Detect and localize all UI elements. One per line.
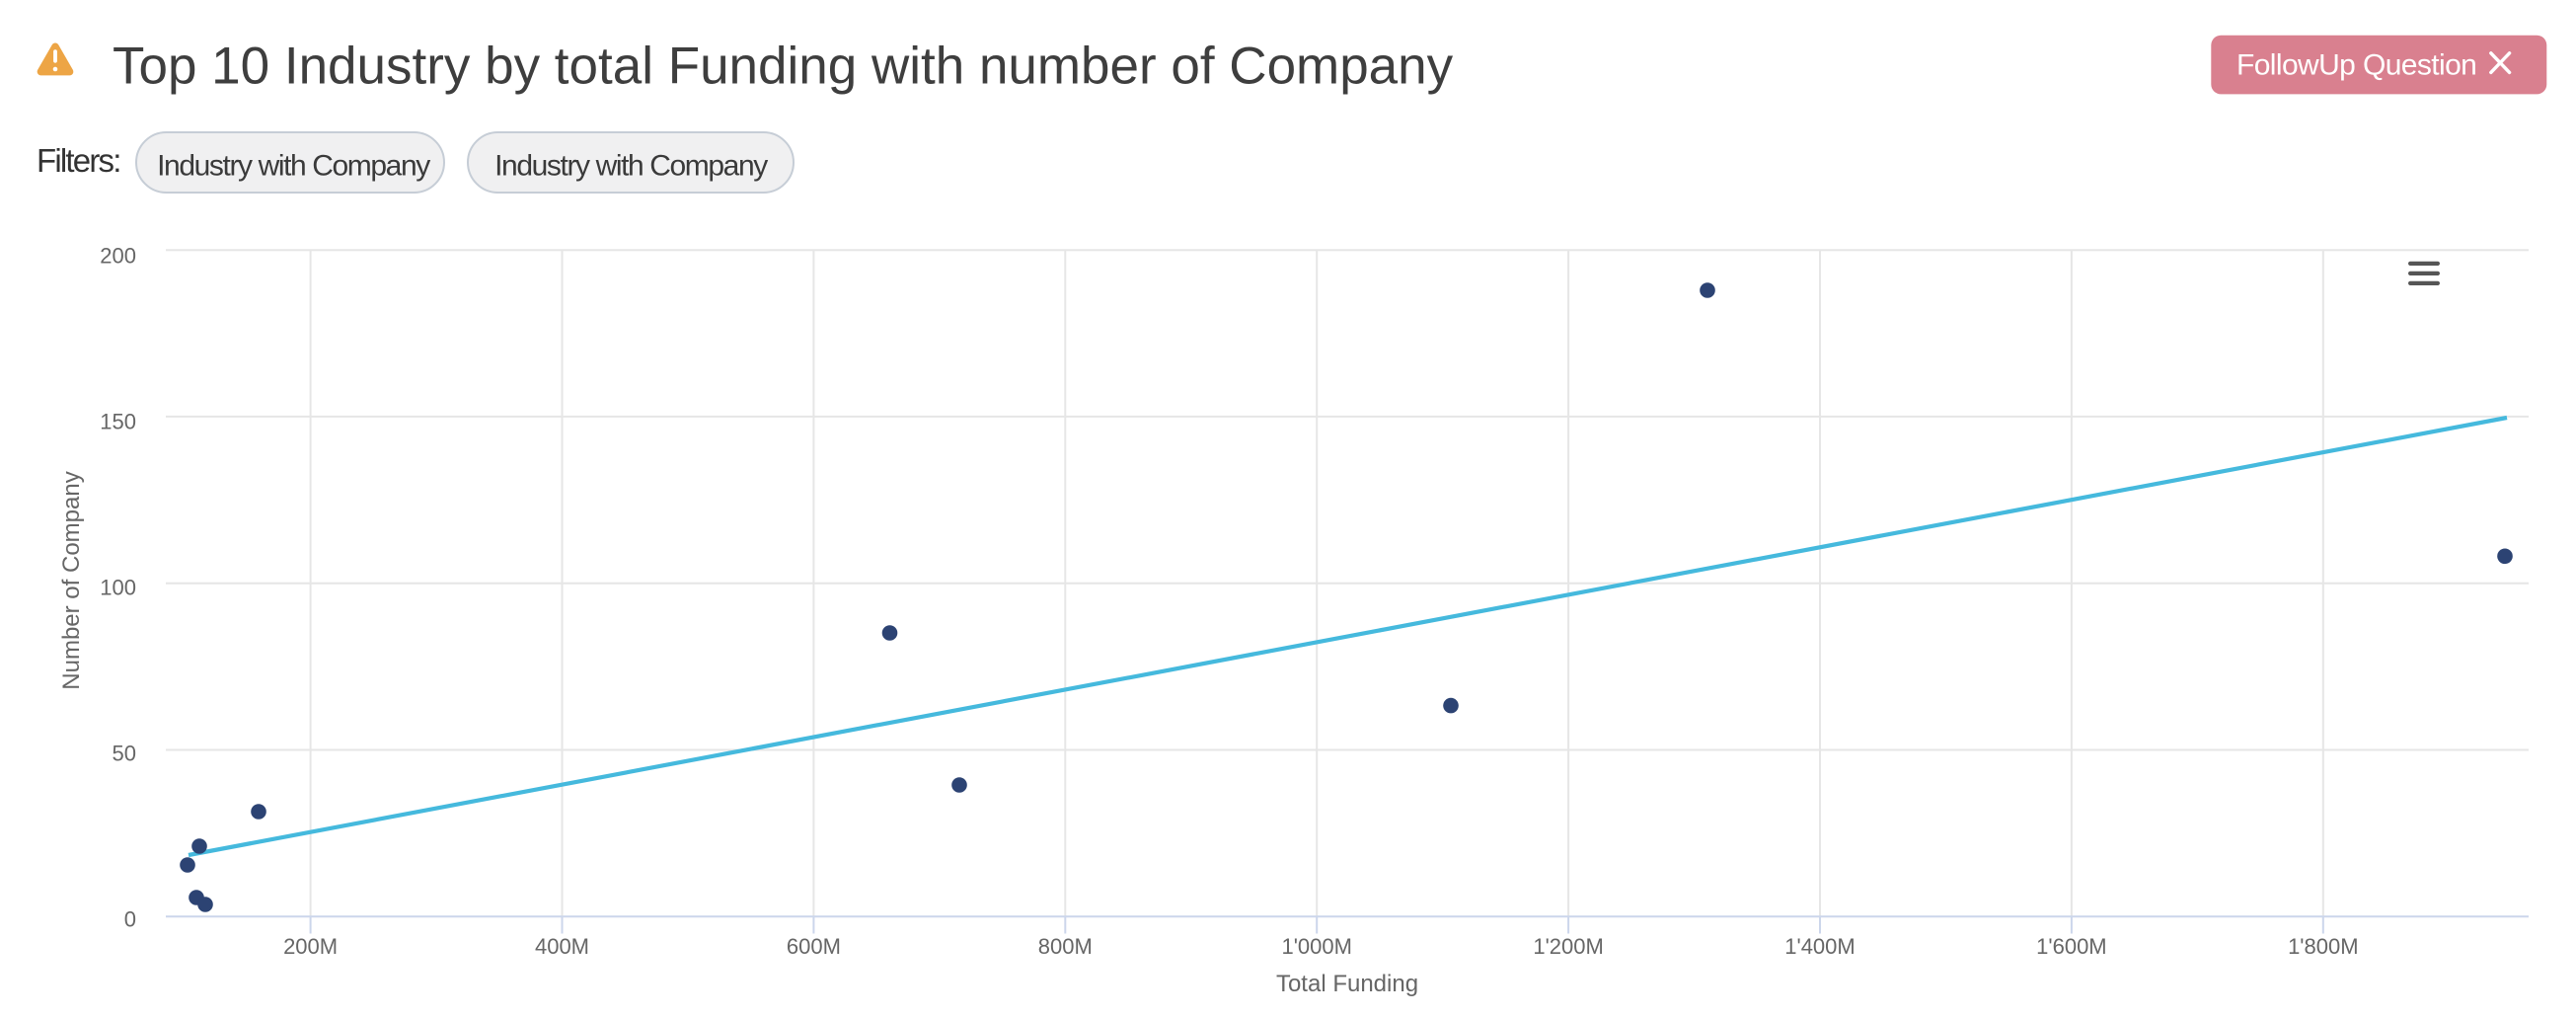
svg-text:1'800M: 1'800M bbox=[2288, 934, 2358, 959]
svg-text:Total Funding: Total Funding bbox=[1276, 971, 1418, 997]
svg-text:50: 50 bbox=[113, 742, 136, 766]
svg-text:1'400M: 1'400M bbox=[1784, 934, 1855, 959]
svg-text:Industry with Company: Industry with Company bbox=[494, 150, 768, 183]
svg-text:FollowUp Question: FollowUp Question bbox=[2236, 49, 2476, 82]
svg-text:1'200M: 1'200M bbox=[1533, 934, 1603, 959]
svg-text:200M: 200M bbox=[283, 934, 338, 959]
svg-text:200: 200 bbox=[100, 244, 136, 269]
svg-text:Filters:: Filters: bbox=[37, 142, 120, 179]
svg-text:Number of Company: Number of Company bbox=[58, 471, 85, 689]
svg-text:100: 100 bbox=[100, 576, 136, 600]
svg-text:150: 150 bbox=[100, 410, 136, 434]
svg-text:1'000M: 1'000M bbox=[1281, 934, 1351, 959]
svg-text:1'600M: 1'600M bbox=[2036, 934, 2106, 959]
svg-text:800M: 800M bbox=[1038, 934, 1093, 959]
svg-text:Top 10 Industry by total Fundi: Top 10 Industry by total Funding with nu… bbox=[113, 38, 1454, 96]
svg-text:Industry with Company: Industry with Company bbox=[157, 150, 430, 183]
svg-text:600M: 600M bbox=[787, 934, 841, 959]
svg-text:0: 0 bbox=[124, 907, 136, 932]
svg-text:400M: 400M bbox=[535, 934, 589, 959]
